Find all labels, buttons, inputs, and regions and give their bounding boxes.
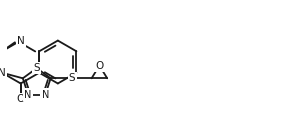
Text: N: N — [17, 36, 25, 46]
Text: N: N — [42, 90, 49, 100]
Text: S: S — [33, 63, 40, 73]
Text: O: O — [17, 94, 25, 104]
Text: O: O — [95, 61, 104, 71]
Text: S: S — [69, 73, 75, 83]
Text: N: N — [24, 90, 32, 100]
Text: N: N — [0, 68, 6, 78]
